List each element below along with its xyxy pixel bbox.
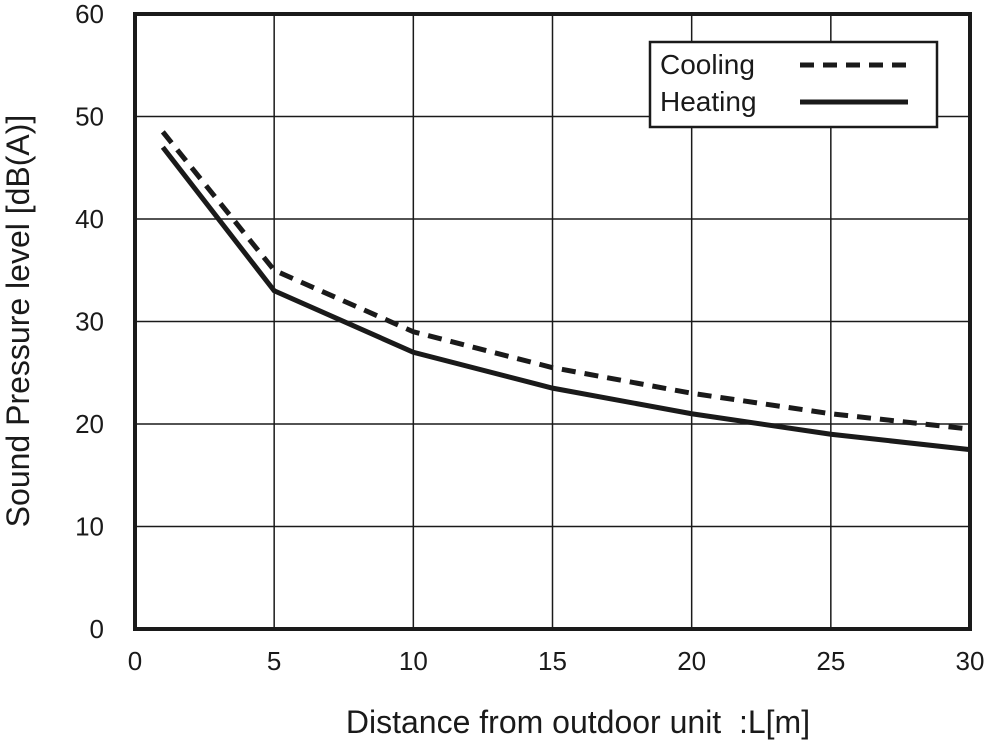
- x-tick-label: 0: [128, 646, 142, 676]
- x-tick-label: 20: [677, 646, 706, 676]
- x-tick-label: 30: [956, 646, 985, 676]
- x-tick-label: 25: [816, 646, 845, 676]
- x-axis-label: Distance from outdoor unit :L[m]: [346, 704, 810, 740]
- x-tick-label: 5: [267, 646, 281, 676]
- legend-box: [648, 40, 939, 129]
- legend-label-cooling: Cooling: [660, 49, 755, 80]
- series-line-cooling: [160, 130, 971, 432]
- y-tick-label: 20: [75, 409, 104, 439]
- y-tick-label: 0: [90, 614, 104, 644]
- y-tick-labels: 0 10 20 30 40 50 60: [75, 0, 104, 644]
- y-tick-label: 10: [75, 512, 104, 542]
- x-tick-label: 10: [399, 646, 428, 676]
- y-tick-label: 40: [75, 204, 104, 234]
- y-tick-label: 60: [75, 0, 104, 29]
- x-tick-label: 15: [538, 646, 567, 676]
- y-tick-label: 50: [75, 102, 104, 132]
- legend-label-heating: Heating: [660, 86, 757, 117]
- y-tick-label: 30: [75, 307, 104, 337]
- legend: Cooling Heating: [648, 40, 939, 129]
- plot-frame: [133, 12, 972, 631]
- series-lines: [160, 130, 971, 453]
- x-tick-labels: 0 5 10 15 20 25 30: [128, 646, 985, 676]
- series-line-heating: [160, 145, 971, 453]
- y-axis-label: Sound Pressure level [dB(A)]: [0, 115, 36, 528]
